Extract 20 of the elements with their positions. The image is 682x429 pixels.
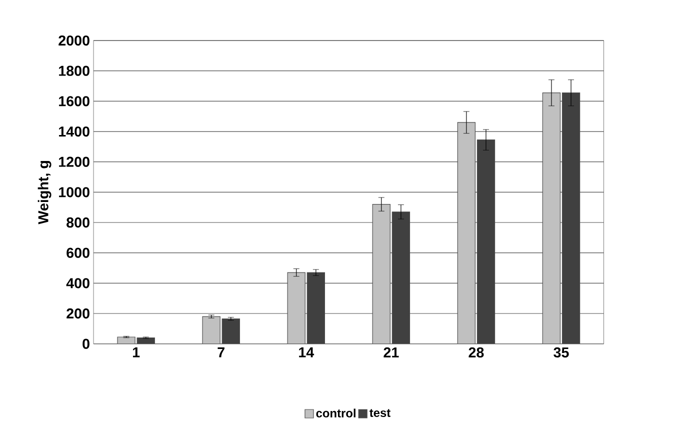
y-tick-label: 1000 <box>59 187 90 198</box>
y-tick-label: 1400 <box>59 126 90 137</box>
x-tick-label: 35 <box>554 347 569 358</box>
legend-label: test <box>370 409 390 418</box>
x-tick-label: 21 <box>384 347 399 358</box>
x-tick-label: 14 <box>299 347 314 358</box>
x-tick-label: 28 <box>468 347 484 358</box>
x-tick-label: 7 <box>218 347 224 358</box>
y-tick-label: 0 <box>82 338 90 349</box>
y-tick-label: 2000 <box>58 36 90 46</box>
y-tick-label: 200 <box>66 308 90 319</box>
y-tick-label: 1800 <box>59 66 90 76</box>
y-tick-label: 1200 <box>59 156 90 167</box>
y-tick-label: 1600 <box>59 96 90 106</box>
y-tick-label: 800 <box>66 217 90 228</box>
y-axis-title: Weight, g <box>38 161 52 224</box>
y-tick-label: 400 <box>66 278 90 288</box>
x-tick-label: 1 <box>132 347 140 358</box>
legend-label: control <box>316 408 356 418</box>
y-tick-label: 600 <box>66 248 90 258</box>
